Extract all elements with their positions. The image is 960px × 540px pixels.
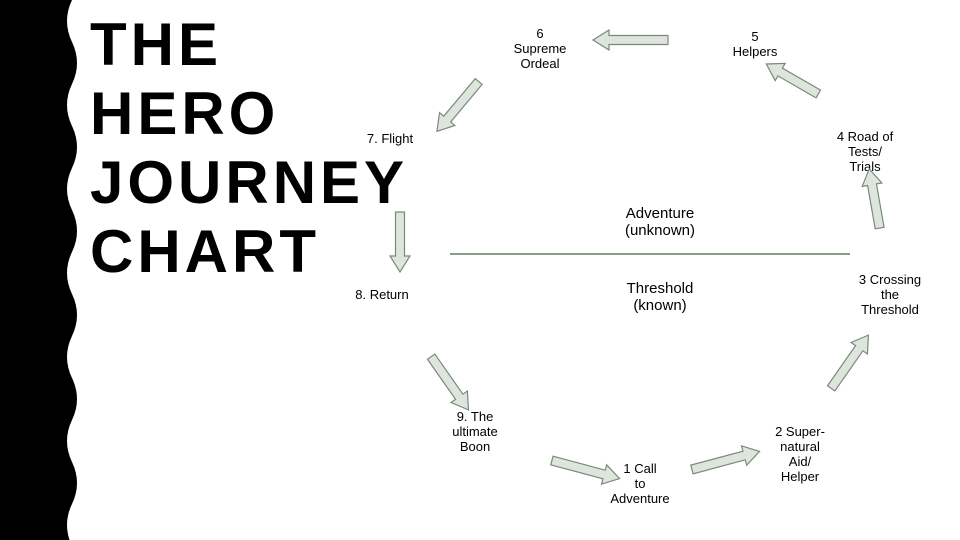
cycle-arrow-2-3 <box>820 313 888 396</box>
cycle-arrow-6-7 <box>416 72 489 153</box>
journey-cycle-diagram: Adventure (unknown) Threshold (known) 1 … <box>360 0 960 540</box>
threshold-line <box>450 253 850 255</box>
cycle-arrow-7-8 <box>388 210 412 290</box>
center-upper-label: Adventure (unknown) <box>600 205 720 239</box>
center-lower-label: Threshold (known) <box>600 280 720 314</box>
cycle-arrow-9-1 <box>547 448 640 494</box>
cycle-node-6: 6 Supreme Ordeal <box>495 27 585 72</box>
cycle-arrow-5-6 <box>575 28 670 52</box>
cycle-node-8: 8. Return <box>337 288 427 303</box>
wavy-border <box>0 0 80 540</box>
cycle-node-3: 3 Crossing the Threshold <box>845 273 935 318</box>
